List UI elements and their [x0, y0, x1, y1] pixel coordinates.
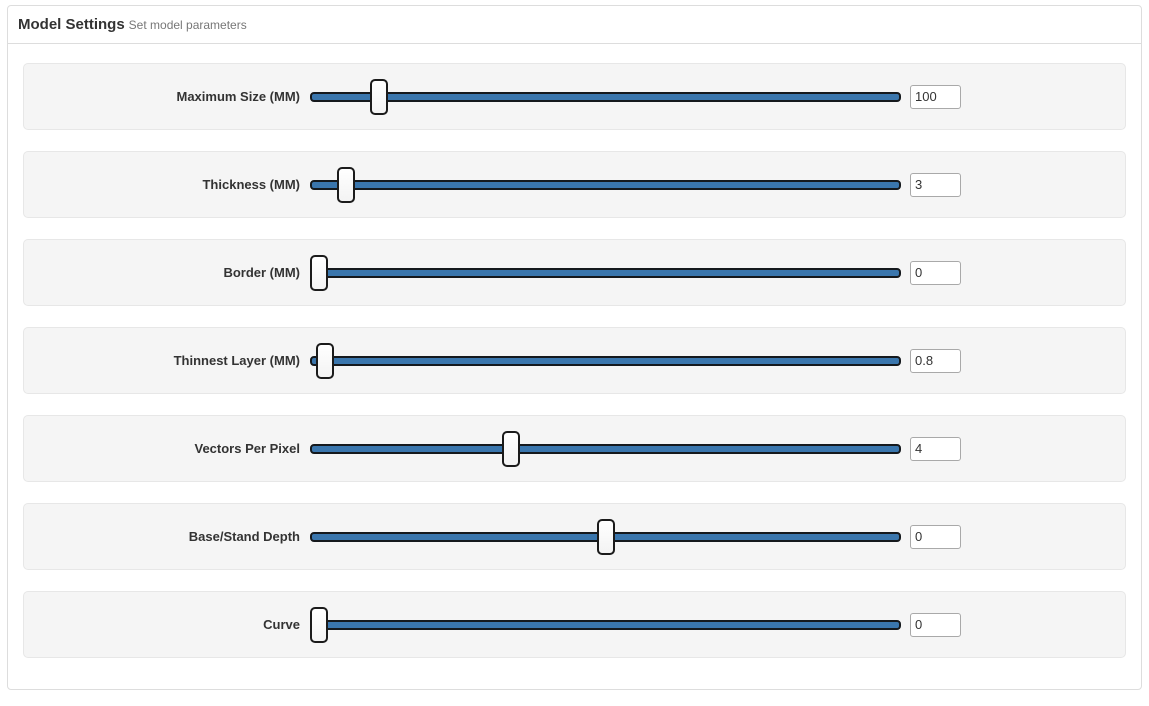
slider-label-vectors-per-pixel: Vectors Per Pixel	[194, 441, 300, 456]
panel-header: Model Settings Set model parameters	[8, 6, 1141, 44]
slider-value-input-maximum-size-mm[interactable]	[910, 84, 961, 109]
slider-track[interactable]	[310, 179, 901, 190]
slider[interactable]	[310, 342, 901, 379]
slider-handle-thinnest-layer-mm[interactable]	[315, 342, 334, 379]
setting-row-maximum-size-mm: Maximum Size (MM)	[23, 63, 1126, 130]
slider-handle-rail	[310, 430, 883, 467]
slider[interactable]	[310, 78, 901, 115]
slider-handle-border-mm[interactable]	[310, 254, 328, 291]
slider-handle-rail	[310, 254, 883, 291]
slider-label-border-mm: Border (MM)	[223, 265, 300, 280]
panel-subtitle: Set model parameters	[128, 18, 247, 32]
slider-handle-rail	[310, 166, 883, 203]
slider-handle-rail	[310, 342, 883, 379]
slider-value-input-thinnest-layer-mm[interactable]	[910, 348, 961, 373]
slider-track[interactable]	[310, 443, 901, 454]
slider-label-curve: Curve	[263, 617, 300, 632]
setting-row-vectors-per-pixel: Vectors Per Pixel	[23, 415, 1126, 482]
slider[interactable]	[310, 606, 901, 643]
setting-row-base-stand-depth: Base/Stand Depth	[23, 503, 1126, 570]
slider[interactable]	[310, 518, 901, 555]
slider-value-input-vectors-per-pixel[interactable]	[910, 436, 961, 461]
setting-row-thickness-mm: Thickness (MM)	[23, 151, 1126, 218]
slider-label-thinnest-layer-mm: Thinnest Layer (MM)	[173, 353, 300, 368]
slider-handle-vectors-per-pixel[interactable]	[501, 430, 520, 467]
slider-value-input-base-stand-depth[interactable]	[910, 524, 961, 549]
slider-track[interactable]	[310, 355, 901, 366]
slider[interactable]	[310, 254, 901, 291]
setting-row-thinnest-layer-mm: Thinnest Layer (MM)	[23, 327, 1126, 394]
slider-track[interactable]	[310, 91, 901, 102]
slider[interactable]	[310, 430, 901, 467]
slider-value-input-curve[interactable]	[910, 612, 961, 637]
slider-handle-curve[interactable]	[310, 606, 328, 643]
slider-handle-maximum-size-mm[interactable]	[370, 78, 389, 115]
slider-handle-rail	[310, 78, 883, 115]
slider[interactable]	[310, 166, 901, 203]
panel-title: Model Settings	[18, 16, 125, 33]
slider-value-input-thickness-mm[interactable]	[910, 172, 961, 197]
slider-label-thickness-mm: Thickness (MM)	[202, 177, 300, 192]
slider-handle-base-stand-depth[interactable]	[596, 518, 615, 555]
slider-handle-thickness-mm[interactable]	[336, 166, 355, 203]
slider-label-maximum-size-mm: Maximum Size (MM)	[176, 89, 300, 104]
setting-row-curve: Curve	[23, 591, 1126, 658]
slider-label-base-stand-depth: Base/Stand Depth	[188, 529, 300, 544]
setting-row-border-mm: Border (MM)	[23, 239, 1126, 306]
slider-handle-rail	[310, 518, 883, 555]
model-settings-panel: Model Settings Set model parameters Maxim…	[7, 5, 1142, 690]
slider-value-input-border-mm[interactable]	[910, 260, 961, 285]
slider-handle-rail	[310, 606, 883, 643]
panel-body: Maximum Size (MM) Thickness (MM) Border …	[8, 44, 1141, 691]
